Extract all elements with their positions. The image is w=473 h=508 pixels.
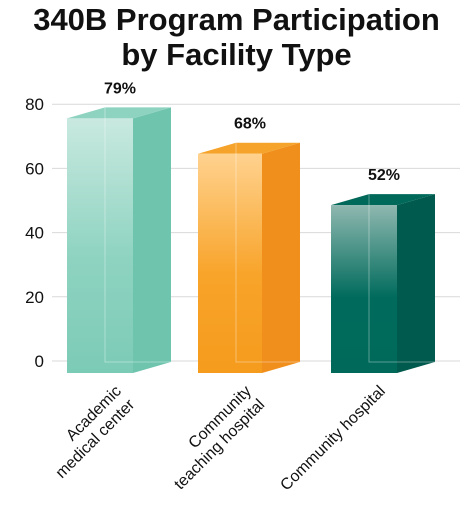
chart-title-line-1: 340B Program Participation [33, 2, 440, 37]
bar-top-face [67, 107, 171, 119]
bar-back-edge [368, 194, 435, 363]
data-label: 52% [368, 167, 400, 184]
bar-side-face [397, 194, 435, 373]
y-tick-label: 60 [25, 159, 44, 178]
data-label: 68% [234, 116, 266, 133]
bar-side-face [133, 107, 171, 373]
bar-0 [67, 107, 171, 373]
data-label: 79% [104, 80, 136, 97]
bar-side-face [262, 142, 300, 373]
bar-back-edge [235, 142, 300, 363]
y-tick-label: 40 [25, 224, 44, 243]
bar-top-face [198, 142, 300, 154]
category-label: Academicmedical center [39, 382, 139, 482]
data-labels: 79% 68% 52% [104, 80, 400, 184]
y-tick-label: 80 [25, 95, 44, 114]
category-labels: Academicmedical center Communityteaching … [39, 382, 389, 494]
bar-front-face [67, 118, 133, 373]
y-axis-ticks: 0 20 40 60 80 [25, 95, 44, 371]
category-label: Communityteaching hospital [158, 383, 268, 493]
bar-1 [198, 142, 300, 373]
y-tick-label: 20 [25, 288, 44, 307]
bar-front-face [331, 205, 397, 373]
chart-title-line-2: by Facility Type [121, 37, 352, 72]
bars [67, 107, 435, 373]
bar-front-face [198, 153, 262, 373]
bar-back-edge [104, 107, 171, 363]
chart-title: 340B Program Participation by Facility T… [0, 2, 473, 72]
category-label: Community hospital [277, 383, 388, 494]
bar-2 [331, 194, 435, 373]
y-tick-label: 0 [35, 352, 44, 371]
bar-top-face [331, 194, 435, 206]
